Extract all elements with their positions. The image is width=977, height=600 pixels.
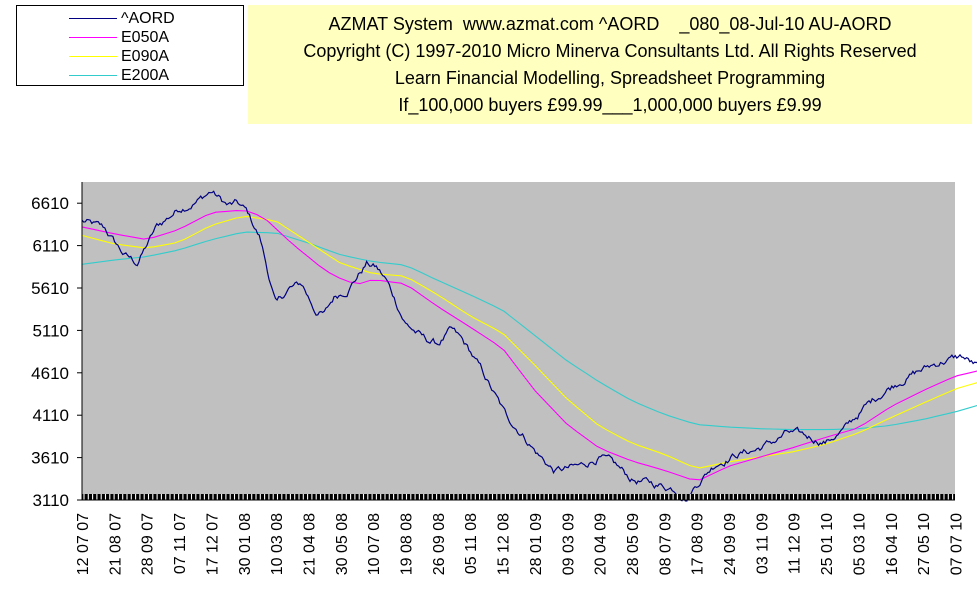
x-tick-label: 12 07 07 <box>75 513 92 575</box>
series-line-e090a <box>81 215 977 469</box>
x-tick-label: 19 08 08 <box>399 513 416 575</box>
x-tick-label: 27 05 10 <box>916 513 933 575</box>
y-tick-label: 5110 <box>32 321 69 340</box>
x-tick-label: 24 09 09 <box>722 513 739 575</box>
x-tick-label: 16 04 10 <box>884 513 901 575</box>
x-tick-label: 11 12 09 <box>787 513 804 574</box>
x-tick-label: 15 12 08 <box>496 513 513 575</box>
legend-label-e050a: E050A <box>121 29 170 46</box>
y-tick-label: 3110 <box>32 491 69 510</box>
legend-swatch-e050a <box>69 37 117 38</box>
x-tick-label: 30 01 08 <box>237 513 254 575</box>
y-axis: 3110 3610 4110 4610 5110 5610 6110 6610 <box>31 182 83 510</box>
x-tick-label: 17 12 07 <box>204 513 221 575</box>
x-tick-label: 20 04 09 <box>593 513 610 575</box>
x-tick-label: 30 05 08 <box>334 513 351 575</box>
x-tick-label: 05 03 10 <box>851 513 868 575</box>
info-title: AZMAT System www.azmat.com ^AORD _080_08… <box>328 14 892 34</box>
x-tick-label: 05 11 08 <box>463 513 480 574</box>
x-tick-label: 07 11 07 <box>172 513 189 574</box>
y-tick-label: 6110 <box>32 237 69 256</box>
legend-swatch-aord <box>69 18 117 19</box>
info-pricing: If_100,000 buyers £99.99___1,000,000 buy… <box>398 95 822 115</box>
x-tick-label: 17 08 09 <box>690 513 707 575</box>
legend-swatch-e200a <box>69 75 117 76</box>
x-tick-label: 21 04 08 <box>301 513 318 575</box>
x-tick-label: 28 01 09 <box>528 513 545 575</box>
y-tick-label: 6610 <box>31 194 69 213</box>
plot-area <box>82 182 955 500</box>
series-line-e050a <box>81 210 977 481</box>
info-box: AZMAT System www.azmat.com ^AORD _080_08… <box>248 5 972 124</box>
x-tick-label: 10 03 08 <box>269 513 286 575</box>
series-line-e200a <box>81 231 977 431</box>
x-tick-label: 26 09 08 <box>431 513 448 575</box>
legend-swatch-e090a <box>69 56 117 57</box>
x-tick-label: 28 09 07 <box>140 513 157 575</box>
x-axis: 12 07 07 21 08 07 28 09 07 07 11 07 17 12 07… <box>75 494 965 575</box>
chart-legend: ^AORD E050A E090A E200A <box>16 5 244 86</box>
legend-label-e200a: E200A <box>121 67 170 84</box>
x-tick-label: 09 03 09 <box>560 513 577 575</box>
x-tick-label: 07 07 10 <box>948 513 965 575</box>
x-tick-label: 21 08 07 <box>107 513 124 575</box>
y-tick-label: 5610 <box>31 279 69 298</box>
legend-label-aord: ^AORD <box>121 10 175 27</box>
legend-label-e090a: E090A <box>121 48 170 65</box>
series-layer <box>81 190 977 502</box>
y-tick-label: 3610 <box>31 449 69 468</box>
y-tick-label: 4610 <box>31 364 69 383</box>
x-tick-label: 03 11 09 <box>754 513 771 574</box>
x-tick-label: 25 01 10 <box>819 513 836 575</box>
info-tagline: Learn Financial Modelling, Spreadsheet P… <box>394 68 826 88</box>
x-tick-label: 28 05 09 <box>625 513 642 575</box>
info-copyright: Copyright (C) 1997-2010 Micro Minerva Co… <box>303 41 917 61</box>
x-tick-label: 08 07 09 <box>657 513 674 575</box>
series-line-aord <box>81 190 977 502</box>
x-tick-label: 10 07 08 <box>366 513 383 575</box>
y-tick-label: 4110 <box>32 406 69 425</box>
